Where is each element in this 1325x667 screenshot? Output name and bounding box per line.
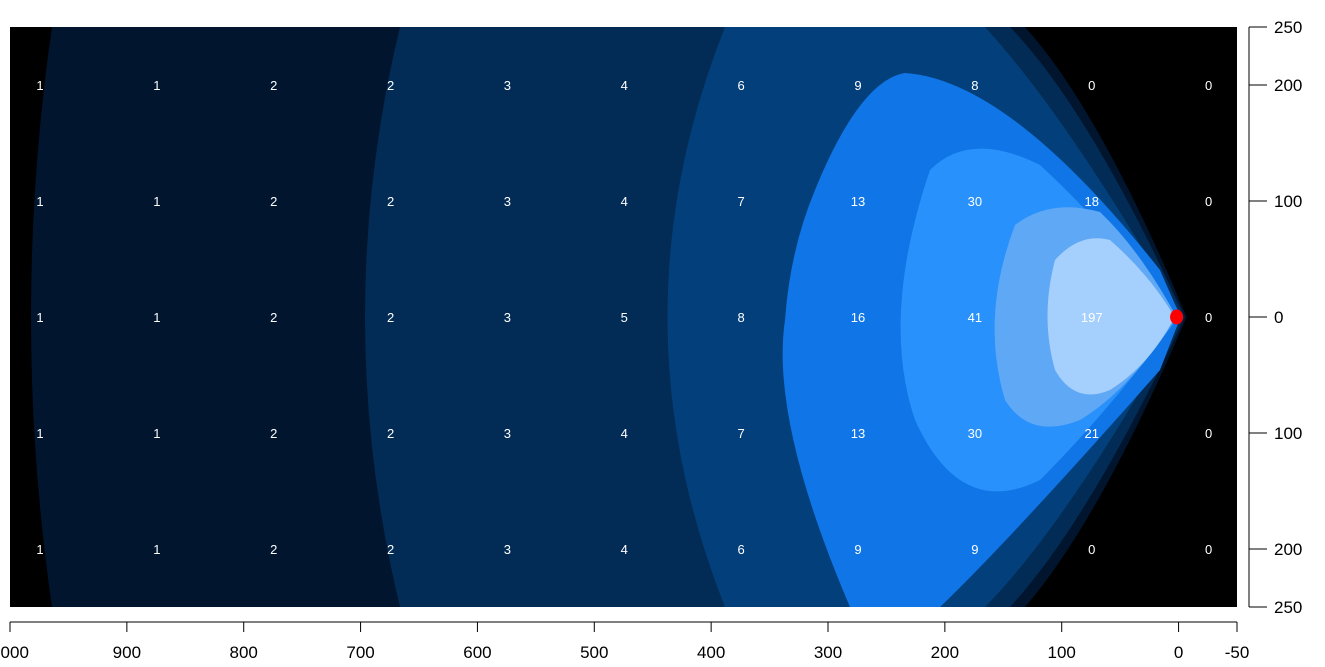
x-tick-label: 0 (1174, 643, 1183, 662)
x-tick-label: 200 (931, 643, 959, 662)
cell-value-label: 3 (504, 310, 511, 325)
y-tick-label: 100 (1274, 424, 1302, 443)
cell-value-label: 2 (387, 194, 394, 209)
cell-value-label: 2 (387, 310, 394, 325)
cell-value-label: 6 (738, 542, 745, 557)
y-tick-label: 0 (1274, 308, 1283, 327)
cell-value-label: 2 (270, 194, 277, 209)
cell-value-label: 4 (621, 194, 628, 209)
x-tick-label: -50 (1225, 643, 1250, 662)
cell-value-label: 1 (153, 426, 160, 441)
y-tick-label: 250 (1274, 598, 1302, 617)
cell-value-label: 18 (1084, 194, 1098, 209)
y-tick-label: 100 (1274, 192, 1302, 211)
x-tick-label: 800 (230, 643, 258, 662)
cell-value-label: 2 (387, 426, 394, 441)
cell-value-label: 7 (738, 426, 745, 441)
cell-value-label: 13 (851, 426, 865, 441)
cell-value-label: 1 (36, 78, 43, 93)
value-labels: 1 1 2 2 3 4 6 9 8 0 01 1 2 2 3 4 7 13 30 18 01 1 2 2 3 5 8 16 41 197 0… (36, 78, 1212, 557)
x-tick-label: 600 (463, 643, 491, 662)
x-axis: 10009008007006005004003002001000-50 (0, 621, 1250, 662)
cell-value-label: 2 (270, 426, 277, 441)
cell-value-label: 3 (504, 542, 511, 557)
cell-value-label: 41 (968, 310, 982, 325)
cell-value-label: 1 (36, 542, 43, 557)
y-tick-label: 250 (1274, 18, 1302, 37)
cell-value-label: 9 (854, 542, 861, 557)
cell-value-label: 0 (1205, 194, 1212, 209)
cell-value-label: 30 (968, 194, 982, 209)
cell-value-label: 0 (1205, 310, 1212, 325)
cell-value-label: 30 (968, 426, 982, 441)
cell-value-label: 8 (971, 78, 978, 93)
cell-value-label: 21 (1084, 426, 1098, 441)
cell-value-label: 197 (1081, 310, 1103, 325)
x-tick-label: 700 (346, 643, 374, 662)
cell-value-label: 4 (621, 426, 628, 441)
x-tick-label: 500 (580, 643, 608, 662)
cell-value-label: 1 (153, 542, 160, 557)
cell-value-label: 2 (387, 78, 394, 93)
cell-value-label: 5 (621, 310, 628, 325)
y-tick-label: 200 (1274, 540, 1302, 559)
cell-value-label: 0 (1205, 542, 1212, 557)
cell-value-label: 3 (504, 426, 511, 441)
cell-value-label: 9 (854, 78, 861, 93)
y-axis: 250 200 100 0 100 200 250 (1248, 18, 1302, 617)
contour-band (1047, 238, 1175, 395)
cell-value-label: 1 (153, 194, 160, 209)
cell-value-label: 3 (504, 194, 511, 209)
cell-value-label: 6 (738, 78, 745, 93)
source-point-marker (1170, 309, 1184, 325)
cell-value-label: 0 (1088, 542, 1095, 557)
x-tick-label: 400 (697, 643, 725, 662)
cell-value-label: 9 (971, 542, 978, 557)
cell-value-label: 0 (1205, 78, 1212, 93)
cell-value-label: 1 (153, 310, 160, 325)
cell-value-label: 1 (36, 194, 43, 209)
cell-value-label: 2 (270, 310, 277, 325)
x-tick-label: 900 (113, 643, 141, 662)
cell-value-label: 4 (621, 542, 628, 557)
cell-value-label: 0 (1088, 78, 1095, 93)
y-tick-label: 200 (1274, 76, 1302, 95)
cell-value-label: 1 (153, 78, 160, 93)
cell-value-label: 1 (36, 310, 43, 325)
x-tick-label: 300 (814, 643, 842, 662)
x-tick-label: 100 (1048, 643, 1076, 662)
cell-value-label: 2 (270, 78, 277, 93)
cell-value-label: 3 (504, 78, 511, 93)
cell-value-label: 1 (36, 426, 43, 441)
cell-value-label: 0 (1205, 426, 1212, 441)
cell-value-label: 16 (851, 310, 865, 325)
contour-layer (31, 27, 1187, 607)
cell-value-label: 8 (738, 310, 745, 325)
cell-value-label: 13 (851, 194, 865, 209)
cell-value-label: 2 (270, 542, 277, 557)
cell-value-label: 7 (738, 194, 745, 209)
cell-value-label: 2 (387, 542, 394, 557)
cell-value-label: 4 (621, 78, 628, 93)
